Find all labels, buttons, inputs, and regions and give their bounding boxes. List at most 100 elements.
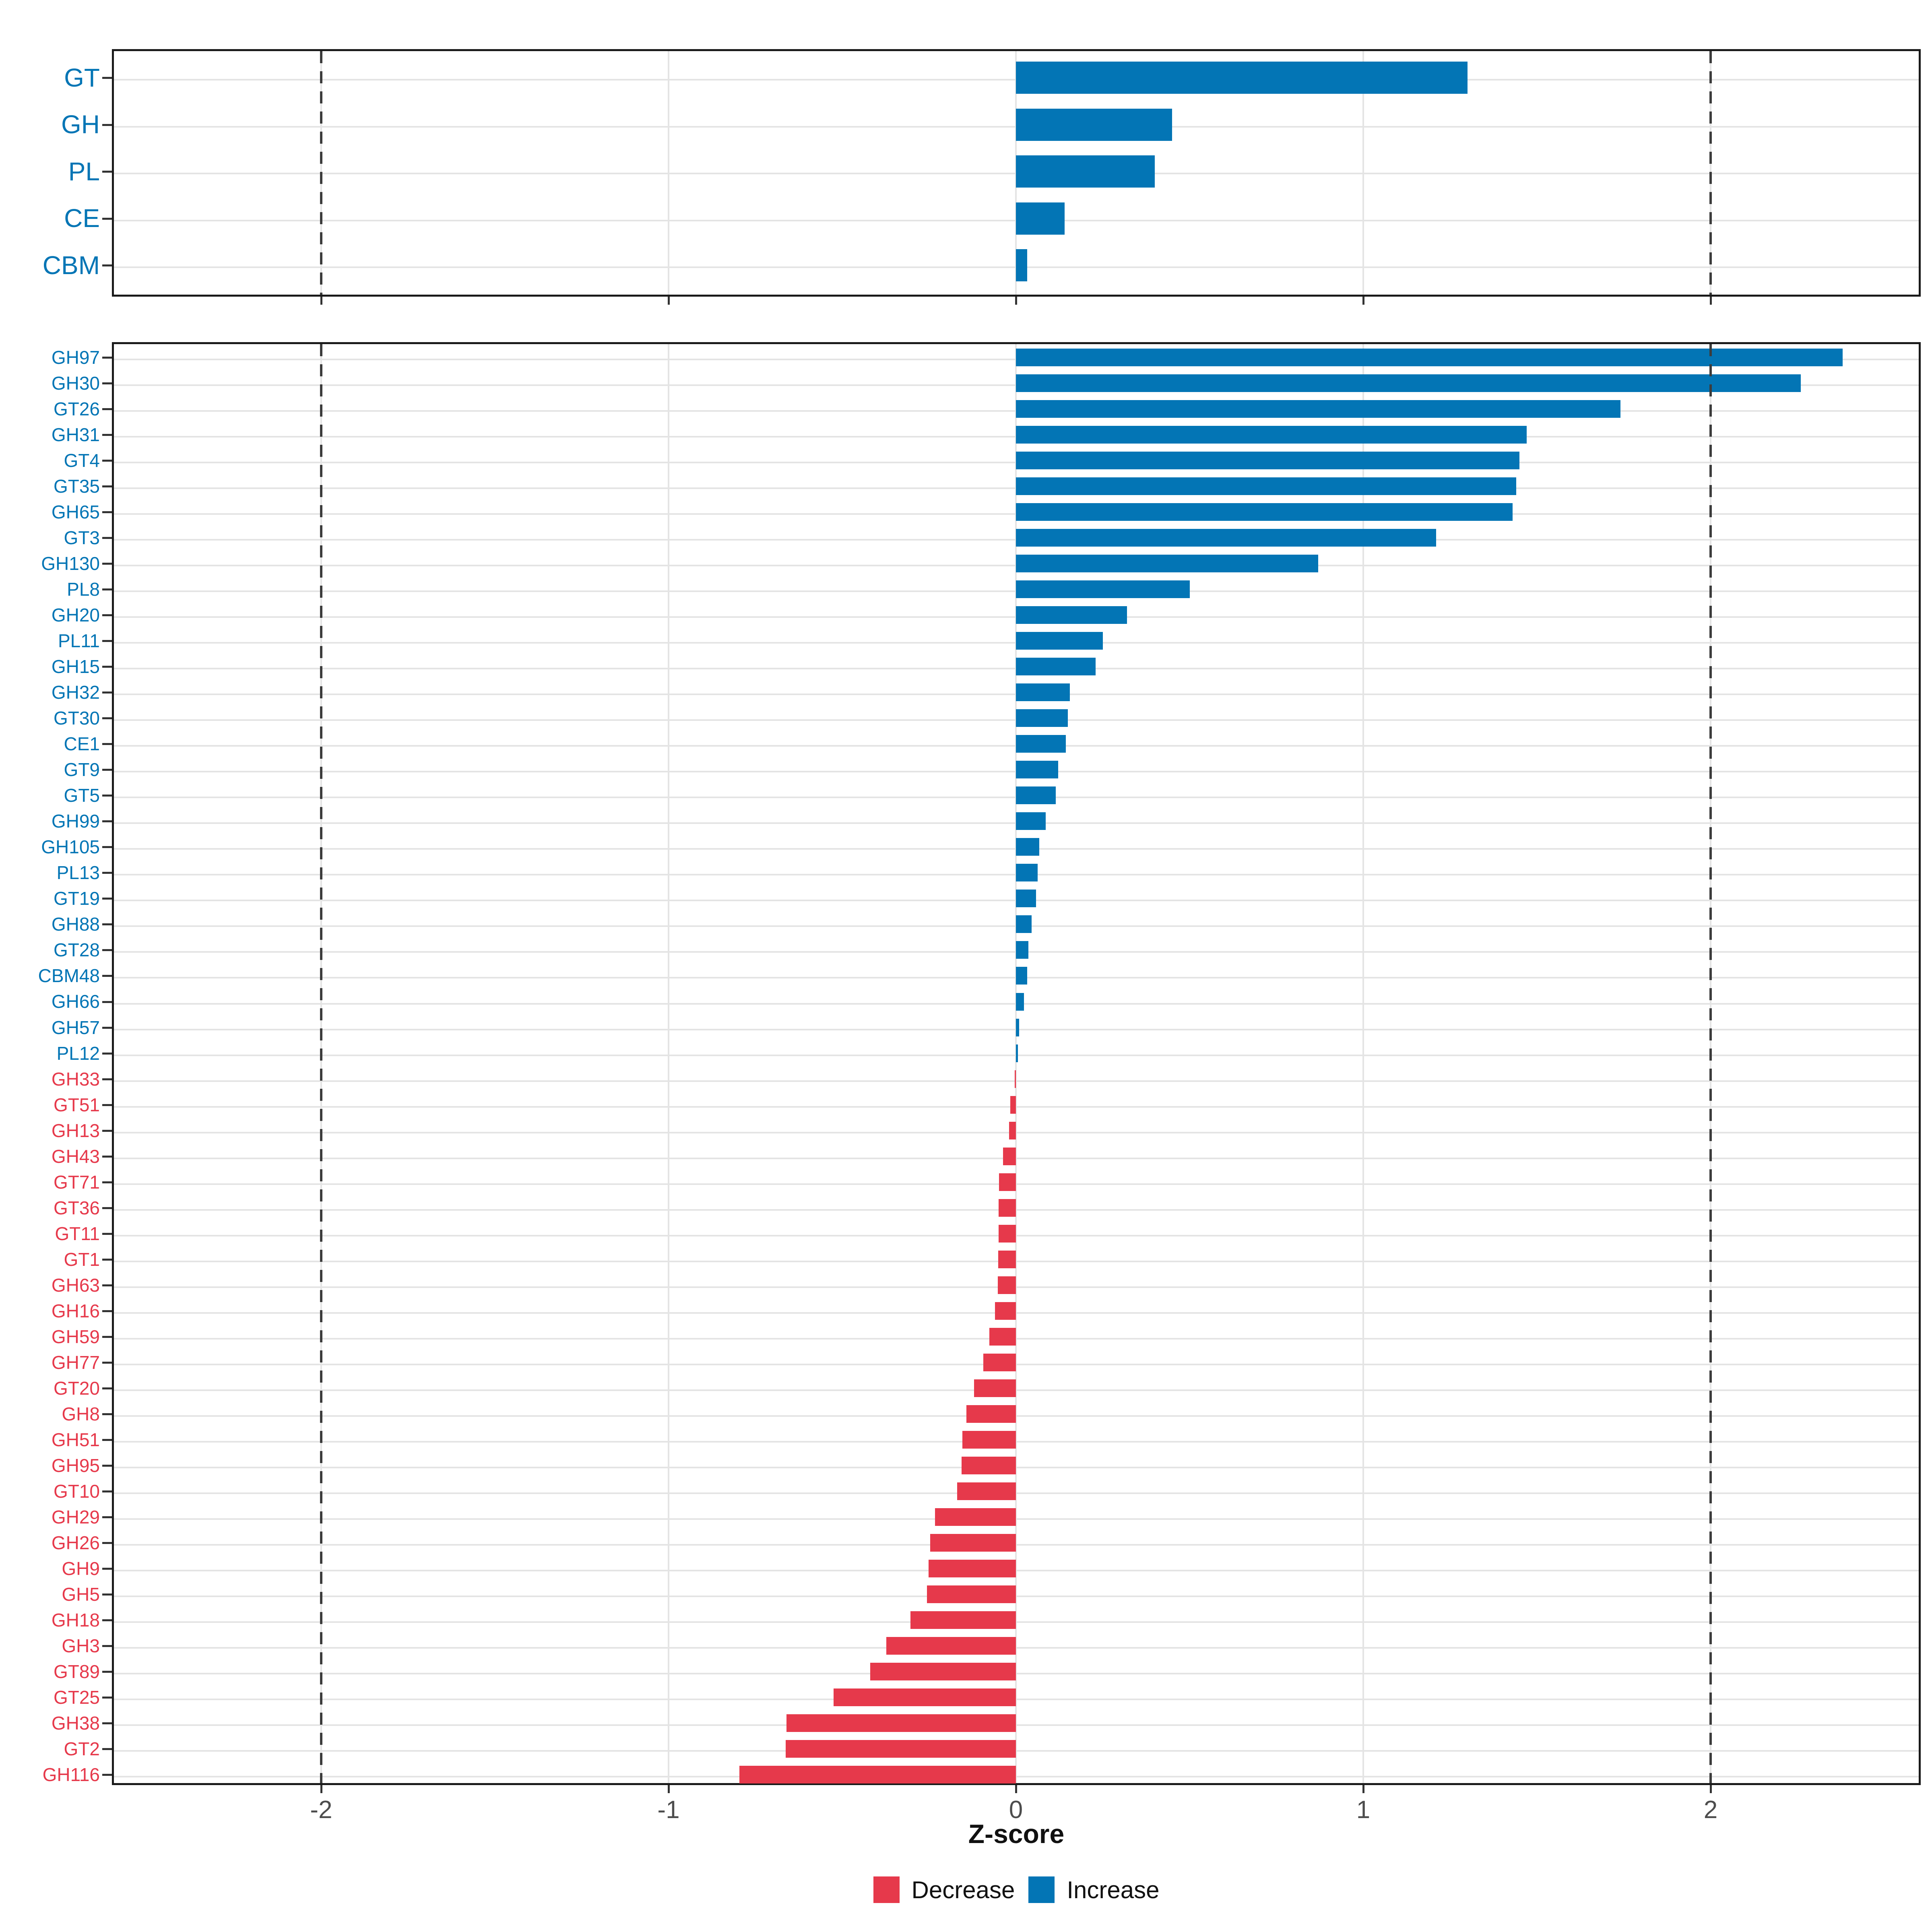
bar-GH26 <box>930 1534 1016 1552</box>
y-tick <box>102 1052 112 1055</box>
h-gridline <box>114 1157 1919 1159</box>
y-tick <box>102 949 112 952</box>
bar-GT30 <box>1016 709 1068 727</box>
h-gridline <box>114 1569 1919 1571</box>
y-label-PL11: PL11 <box>58 630 100 652</box>
y-tick <box>102 537 112 539</box>
y-tick <box>102 1464 112 1467</box>
y-tick <box>102 923 112 926</box>
y-tick <box>102 264 112 266</box>
bar-GH30 <box>1016 374 1801 392</box>
y-label-GT28: GT28 <box>53 939 100 961</box>
y-label-GH30: GH30 <box>51 373 100 394</box>
y-tick <box>102 614 112 617</box>
y-tick <box>102 846 112 848</box>
bar-GH97 <box>1016 349 1843 366</box>
x-tick <box>1362 1785 1364 1793</box>
y-tick <box>102 408 112 411</box>
bar-PL11 <box>1016 632 1103 650</box>
y-label-GH8: GH8 <box>62 1403 100 1424</box>
bar-GH16 <box>995 1302 1016 1320</box>
bar-PL13 <box>1016 864 1038 882</box>
bar-CE1 <box>1016 735 1066 753</box>
bar-CE <box>1016 202 1065 235</box>
y-tick <box>102 588 112 591</box>
y-tick <box>102 1129 112 1132</box>
bar-GH20 <box>1016 606 1127 624</box>
bar-GH8 <box>966 1405 1016 1423</box>
y-tick <box>102 1258 112 1261</box>
bar-GT71 <box>999 1173 1016 1191</box>
bar-GH33 <box>1014 1070 1016 1088</box>
x-tick <box>320 1785 322 1793</box>
legend-swatch-increase <box>1028 1876 1055 1903</box>
x-axis-title: Z-score <box>968 1819 1065 1849</box>
y-label-GH105: GH105 <box>41 836 100 858</box>
y-tick <box>102 1490 112 1492</box>
bar-GT51 <box>1010 1096 1016 1114</box>
y-label-GH130: GH130 <box>41 553 100 574</box>
y-label-GH26: GH26 <box>51 1532 100 1553</box>
bar-GH57 <box>1016 1018 1019 1036</box>
y-label-GH33: GH33 <box>51 1068 100 1090</box>
y-label-GH51: GH51 <box>51 1429 100 1450</box>
y-tick <box>102 1697 112 1699</box>
bar-GT36 <box>998 1199 1016 1217</box>
y-tick <box>102 171 112 173</box>
y-label-PL13: PL13 <box>56 862 100 883</box>
h-gridline <box>114 1415 1919 1417</box>
y-tick <box>102 1104 112 1106</box>
y-tick <box>102 1207 112 1209</box>
bar-GH66 <box>1016 993 1024 1011</box>
bar-GT35 <box>1016 477 1516 495</box>
y-tick <box>102 640 112 642</box>
bar-GH65 <box>1016 503 1513 521</box>
h-gridline <box>114 1312 1919 1314</box>
y-tick <box>102 743 112 745</box>
y-tick <box>102 717 112 720</box>
y-tick <box>102 357 112 359</box>
y-label-GH65: GH65 <box>51 502 100 523</box>
y-tick <box>102 1748 112 1750</box>
y-label-GH3: GH3 <box>62 1635 100 1656</box>
y-label-GH77: GH77 <box>51 1352 100 1373</box>
h-gridline <box>114 1776 1919 1778</box>
y-tick <box>102 1542 112 1544</box>
y-tick <box>102 124 112 126</box>
y-label-PL8: PL8 <box>67 579 100 600</box>
h-gridline <box>114 1544 1919 1546</box>
bar-GT89 <box>870 1663 1016 1681</box>
y-tick <box>102 1645 112 1647</box>
y-label-GH43: GH43 <box>51 1146 100 1167</box>
x-tick <box>668 1785 670 1793</box>
x-tick <box>1710 297 1712 305</box>
bar-GH88 <box>1016 915 1032 933</box>
legend-label-increase: Increase <box>1067 1876 1160 1903</box>
y-label-GH18: GH18 <box>51 1609 100 1631</box>
y-label-GT51: GT51 <box>53 1094 100 1115</box>
y-tick <box>102 382 112 385</box>
h-gridline <box>114 1209 1919 1211</box>
h-gridline <box>114 1080 1919 1082</box>
bar-GH32 <box>1016 683 1070 702</box>
h-gridline <box>114 1286 1919 1288</box>
y-label-PL12: PL12 <box>56 1042 100 1064</box>
x-tick <box>668 297 670 305</box>
y-label-CE1: CE1 <box>64 733 100 755</box>
y-tick <box>102 898 112 900</box>
y-label-GT89: GT89 <box>53 1661 100 1682</box>
bar-GH99 <box>1016 812 1046 830</box>
bar-GH77 <box>983 1353 1016 1371</box>
y-label-GH99: GH99 <box>51 811 100 832</box>
legend-item-increase: Increase <box>1028 1876 1159 1904</box>
y-label-GH29: GH29 <box>51 1506 100 1527</box>
y-tick <box>102 485 112 488</box>
y-tick <box>102 1026 112 1029</box>
x-tick-label: -1 <box>657 1796 680 1824</box>
bar-GT2 <box>785 1740 1016 1758</box>
y-label-GH66: GH66 <box>51 991 100 1012</box>
y-label-GT11: GT11 <box>55 1223 100 1244</box>
y-tick <box>102 975 112 977</box>
y-tick <box>102 691 112 694</box>
